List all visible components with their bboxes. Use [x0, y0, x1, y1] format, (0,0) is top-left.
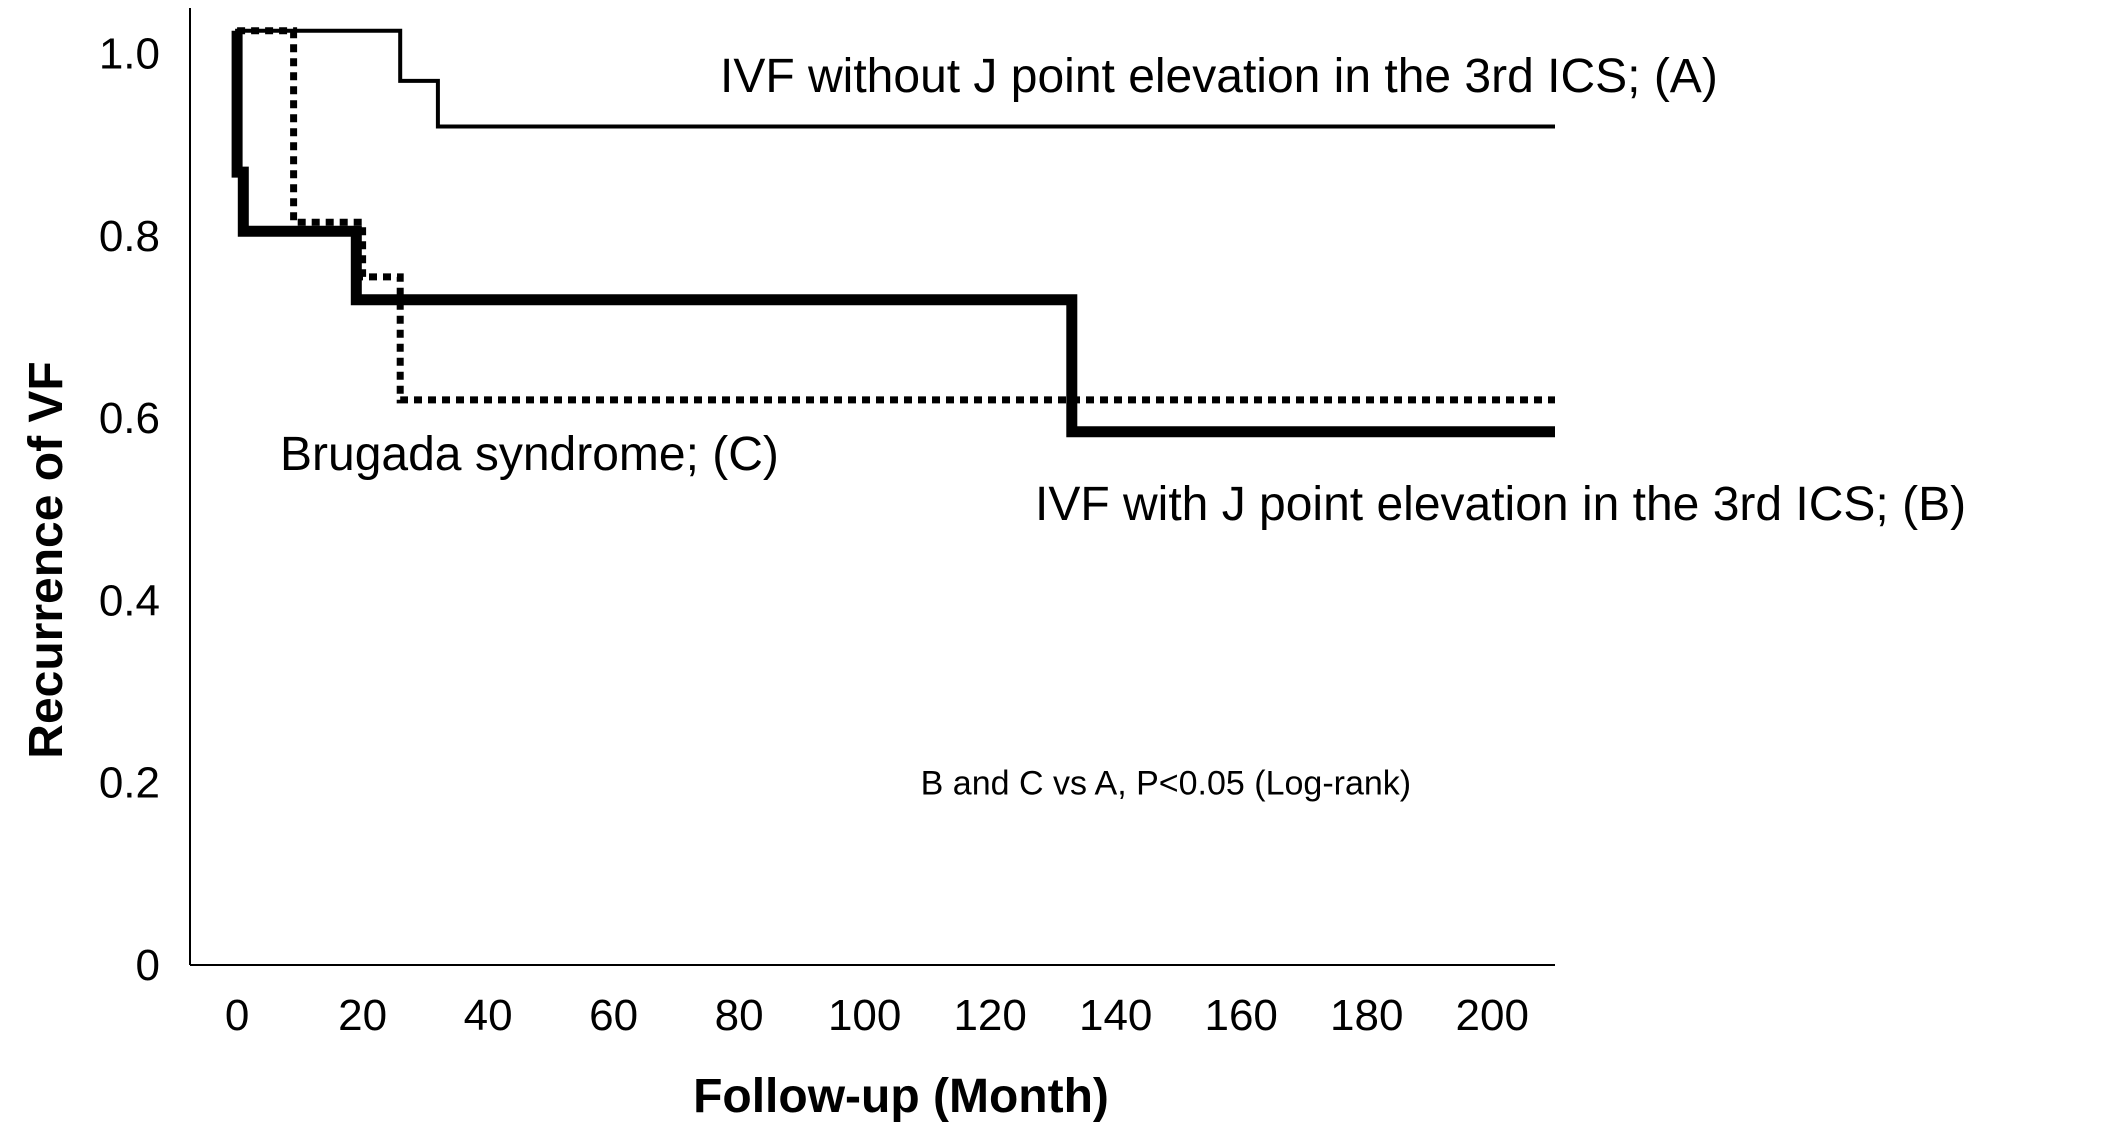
tick-labels: 0 20 40 60 80 100 120 140 160 180 200 0 0.2 0.4 0.6 0.8…	[99, 30, 1529, 1040]
x-tick-label: 40	[464, 991, 513, 1040]
y-tick-label: 0.6	[99, 394, 160, 443]
x-tick-label: 160	[1204, 991, 1277, 1040]
y-tick-label: 0.2	[99, 759, 160, 808]
x-tick-label: 80	[715, 991, 764, 1040]
series-group	[231, 27, 1555, 438]
x-axis-title: Follow-up (Month)	[693, 1070, 1109, 1123]
x-tick-label: 120	[953, 991, 1026, 1040]
x-tick-label: 20	[338, 991, 387, 1040]
curve-label-c: Brugada syndrome; (C)	[280, 428, 779, 481]
x-tick-label: 0	[225, 991, 249, 1040]
x-tick-label: 200	[1456, 991, 1529, 1040]
series-b-line	[231, 30, 1555, 438]
y-tick-label: 0	[136, 941, 160, 990]
x-tick-label: 100	[828, 991, 901, 1040]
x-tick-label: 180	[1330, 991, 1403, 1040]
log-rank-annotation: B and C vs A, P<0.05 (Log-rank)	[921, 765, 1411, 803]
curve-label-a: IVF without J point elevation in the 3rd…	[720, 50, 1718, 103]
y-axis-title: Recurrence of VF	[20, 361, 73, 758]
x-tick-label: 140	[1079, 991, 1152, 1040]
series-c-line	[237, 27, 1555, 404]
axes	[189, 8, 1555, 966]
y-tick-label: 0.4	[99, 576, 160, 625]
y-tick-label: 0.8	[99, 212, 160, 261]
curve-labels: IVF without J point elevation in the 3rd…	[280, 50, 1966, 803]
y-tick-label: 1.0	[99, 30, 160, 79]
x-tick-label: 60	[589, 991, 638, 1040]
curve-label-b: IVF with J point elevation in the 3rd IC…	[1035, 478, 1966, 531]
